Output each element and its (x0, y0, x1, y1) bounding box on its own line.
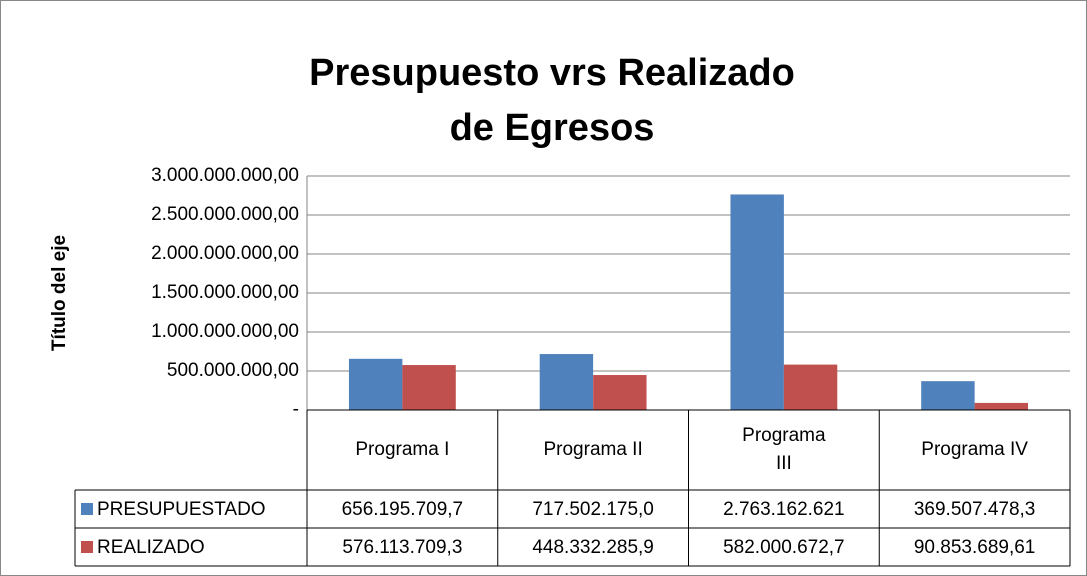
table-value: 369.507.478,3 (914, 499, 1036, 520)
y-tick-label: 3.000.000.000,00 (151, 165, 299, 186)
legend-label: REALIZADO (97, 537, 205, 558)
bar (921, 381, 975, 410)
table-value: 576.113.709,3 (342, 537, 462, 558)
x-tick-label: Programa I (355, 439, 449, 460)
y-tick-label: 2.500.000.000,00 (151, 204, 299, 225)
table-value: 582.000.672,7 (723, 537, 845, 558)
y-tick-label: 1.500.000.000,00 (151, 282, 299, 303)
table-value: 656.195.709,7 (342, 499, 464, 520)
table-value: 2.763.162.621 (723, 499, 845, 520)
y-tick-label: 1.000.000.000,00 (151, 321, 299, 342)
chart-title: de Egresos (450, 107, 655, 149)
table-value: 717.502.175,0 (532, 499, 654, 520)
chart-title: Presupuesto vrs Realizado (309, 52, 795, 94)
bar (783, 364, 838, 410)
y-axis-title: Título del eje (49, 235, 70, 351)
x-tick-label: Programa II (543, 439, 642, 460)
y-tick-label: - (293, 399, 299, 420)
legend-label: PRESUPUESTADO (97, 499, 266, 520)
legend-swatch (81, 541, 93, 553)
bar (539, 354, 594, 410)
table-value: 90.853.689,61 (914, 537, 1036, 558)
x-tick-label: Programa III (742, 425, 826, 474)
bar (593, 375, 647, 410)
x-tick-label: Programa IV (921, 439, 1028, 460)
legend-swatch (81, 503, 93, 515)
bar (402, 365, 456, 410)
bar (348, 358, 403, 410)
bar (974, 402, 1029, 410)
y-tick-label: 2.000.000.000,00 (151, 243, 299, 264)
bar (730, 194, 784, 410)
table-value: 448.332.285,9 (532, 537, 654, 558)
y-tick-label: 500.000.000,00 (167, 360, 299, 381)
